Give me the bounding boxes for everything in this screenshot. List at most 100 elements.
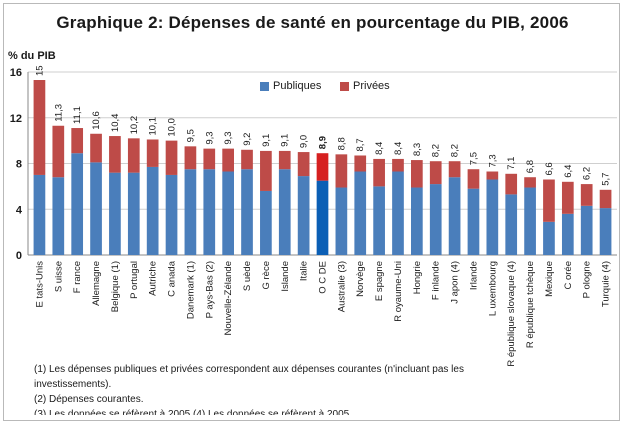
- bar-public: [109, 172, 121, 255]
- category-label: Nouvelle-Zélande: [223, 261, 234, 335]
- footnote-3: (3) Les données se réfèrent à 2005 (4) L…: [34, 409, 352, 415]
- bar-private: [165, 140, 178, 175]
- bar-public: [316, 180, 329, 255]
- total-label: 7,5: [468, 152, 479, 165]
- category-label: Italie: [299, 261, 310, 281]
- legend-item-public: Publiques: [260, 80, 321, 92]
- footnotes: (1) Les dépenses publiques et privées co…: [34, 362, 464, 415]
- category-label: Danemark (1): [185, 261, 196, 319]
- bar-public: [335, 187, 348, 255]
- category-label: R épublique tchèque: [525, 261, 536, 348]
- legend-swatch-private: [340, 81, 349, 91]
- category-label: Allemagne: [91, 261, 102, 306]
- chart-title: Graphique 2: Dépenses de santé en pource…: [56, 13, 569, 32]
- total-label: 7,3: [487, 154, 498, 167]
- total-label: 8,4: [374, 142, 385, 155]
- bar-private: [354, 155, 367, 172]
- category-label: E spagne: [374, 261, 385, 301]
- bar-public: [222, 171, 234, 255]
- bar-public: [599, 208, 612, 255]
- total-label: 10,0: [167, 118, 178, 137]
- category-label: P ortugal: [129, 261, 140, 299]
- y-tick-label: 8: [16, 159, 22, 171]
- category-label: P ays-Bas (2): [204, 261, 215, 318]
- category-label: Belgique (1): [110, 261, 121, 312]
- bar-private: [33, 80, 46, 175]
- total-label: 9,3: [223, 131, 234, 144]
- category-label: R oyaume-Uni: [393, 261, 404, 322]
- bar-private: [109, 136, 121, 173]
- total-label: 6,6: [544, 162, 555, 175]
- bar-public: [486, 179, 499, 255]
- bar-private: [524, 177, 536, 188]
- bar-public: [260, 190, 272, 255]
- total-label: 10,4: [110, 114, 121, 133]
- bar-public: [33, 174, 46, 255]
- bar-public: [411, 187, 423, 255]
- y-tick-label: 0: [16, 250, 22, 262]
- category-label: S uède: [242, 261, 253, 291]
- total-label: 15: [34, 65, 45, 76]
- bar-public: [146, 166, 159, 255]
- bar-private: [392, 158, 404, 172]
- bar-public: [543, 221, 555, 255]
- bar-public: [165, 174, 178, 255]
- bar-private: [52, 125, 65, 178]
- bar-private: [222, 148, 234, 172]
- category-label: Hongrie: [412, 261, 423, 294]
- legend-label-private: Privées: [353, 80, 390, 92]
- total-label: 8,2: [431, 144, 442, 157]
- bar-private: [411, 160, 423, 188]
- bar-public: [71, 153, 84, 255]
- total-label: 5,7: [601, 173, 612, 186]
- total-label: 8,9: [318, 136, 329, 149]
- bar-private: [561, 181, 574, 214]
- bar-public: [448, 177, 461, 255]
- bar-private: [486, 171, 499, 180]
- category-label: Irlande: [468, 261, 479, 290]
- total-label: 9,1: [280, 134, 291, 147]
- bar-public: [354, 171, 367, 255]
- bar-public: [561, 213, 574, 255]
- bar-public: [467, 188, 480, 255]
- category-label: R épublique slovaque (4): [506, 261, 517, 367]
- total-label: 8,7: [355, 138, 366, 151]
- bar-private: [146, 139, 159, 167]
- bar-private: [335, 154, 348, 188]
- bar-private: [373, 158, 385, 187]
- footnote-2: (2) Dépenses courantes.: [34, 394, 144, 405]
- bar-private: [260, 150, 272, 191]
- bar-private: [241, 149, 253, 170]
- category-label: Islande: [280, 261, 291, 292]
- bar-public: [392, 171, 404, 255]
- total-label: 7,1: [506, 157, 517, 170]
- category-label: O C DE: [318, 261, 329, 294]
- bar-private: [184, 146, 197, 170]
- bar-public: [580, 205, 593, 255]
- bar-public: [505, 194, 518, 255]
- y-tick-label: 12: [10, 113, 22, 125]
- bar-public: [429, 184, 442, 255]
- bar-private: [543, 179, 555, 222]
- total-label: 10,1: [148, 117, 159, 136]
- bar-private: [297, 152, 310, 177]
- bar-private: [448, 161, 461, 178]
- total-label: 10,6: [91, 111, 102, 130]
- bar-private: [599, 189, 612, 209]
- total-label: 8,3: [412, 143, 423, 156]
- total-label: 6,8: [525, 160, 536, 173]
- total-label: 9,1: [261, 134, 272, 147]
- category-label: E tats-Unis: [34, 261, 45, 308]
- legend-label-public: Publiques: [273, 80, 322, 92]
- total-label: 9,5: [185, 129, 196, 142]
- total-label: 8,4: [393, 142, 404, 155]
- bar-public: [373, 186, 385, 255]
- y-tick-label: 16: [10, 67, 22, 79]
- bar-public: [241, 169, 253, 255]
- bar-public: [524, 187, 536, 255]
- bar-public: [278, 169, 291, 255]
- bar-public: [203, 169, 216, 255]
- category-label: P ologne: [582, 261, 593, 298]
- total-label: 6,2: [582, 167, 593, 180]
